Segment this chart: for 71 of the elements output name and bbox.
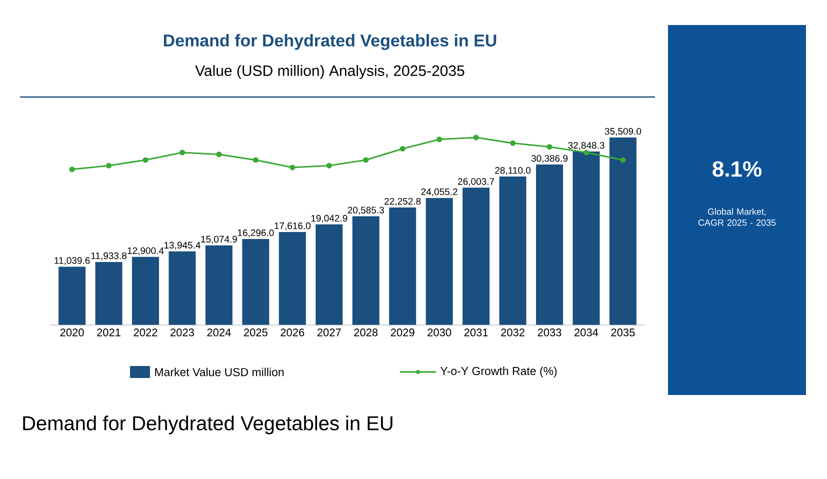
x-tick-label: 2020 [60, 328, 84, 336]
data-label: 12,900.4 [128, 247, 164, 256]
data-label: 22,252.8 [384, 198, 421, 206]
x-tick-label: 2030 [428, 328, 452, 336]
x-tick-label: 2025 [244, 328, 268, 336]
data-label: 13,945.4 [164, 242, 200, 250]
bar [352, 216, 380, 325]
x-tick-label: 2032 [501, 328, 524, 336]
data-label: 16,296.0 [238, 229, 274, 238]
point [142, 157, 148, 163]
bar [95, 262, 122, 325]
bar [389, 207, 416, 325]
point [69, 166, 75, 172]
point [436, 136, 442, 142]
point [290, 164, 296, 170]
x-tick-label: 2028 [354, 328, 378, 336]
text: Global Market, CAGR 2025 - 2035 [698, 208, 776, 226]
data-label: 11,933.8 [91, 252, 127, 260]
bar [536, 164, 564, 325]
point [546, 144, 552, 150]
data-label: 24,055.2 [421, 188, 458, 196]
text: Demand for Dehydrated Vegetables in EU [23, 416, 392, 434]
legend-label: Market Value USD million [155, 368, 284, 376]
chart-title: Demand for Dehydrated Vegetables in EU [164, 34, 496, 50]
bar [205, 245, 232, 325]
bar [132, 256, 160, 325]
point [363, 157, 369, 163]
data-label: 30,386.9 [531, 154, 568, 163]
text: 8.1% [712, 161, 762, 177]
data-label: 15,074.9 [201, 236, 237, 244]
x-tick-label: 2034 [574, 328, 598, 336]
data-label: 11,039.6 [54, 257, 90, 266]
bar [168, 251, 196, 325]
bar [426, 198, 453, 325]
x-tick-label: 2021 [97, 328, 120, 336]
x-tick-label: 2022 [134, 328, 158, 336]
data-label: 19,042.9 [311, 214, 348, 223]
bar [499, 176, 526, 325]
x-tick-label: 2026 [280, 328, 304, 336]
point [216, 152, 222, 158]
data-label: 17,616.0 [274, 222, 311, 230]
point [620, 157, 626, 163]
data-label: 20,585.3 [348, 206, 384, 215]
x-tick-label: 2035 [611, 328, 635, 336]
bar [242, 238, 270, 325]
bar [609, 137, 636, 325]
point [326, 162, 332, 168]
x-tick-label: 2024 [207, 328, 231, 336]
bar [58, 266, 86, 325]
point [400, 146, 406, 152]
legend-label: Y-o-Y Growth Rate (%) [440, 366, 557, 378]
x-tick-label: 2027 [317, 328, 341, 336]
data-label: 26,003.7 [458, 178, 494, 186]
data-label: 32,848.3 [568, 142, 604, 150]
x-tick-label: 2031 [464, 328, 488, 336]
x-tick-label: 2033 [538, 328, 562, 336]
point [179, 150, 186, 156]
point [473, 134, 479, 140]
x-tick-label: 2023 [170, 328, 194, 336]
data-label: 35,509.0 [604, 128, 642, 136]
point [106, 162, 112, 168]
data-label: 28,110.0 [495, 167, 531, 175]
bar [572, 152, 600, 325]
point [252, 157, 258, 163]
chart-subtitle: Value (USD million) Analysis, 2025-2035 [195, 65, 464, 79]
bar [316, 224, 343, 325]
point [583, 150, 590, 156]
bar [278, 232, 306, 325]
point [510, 140, 516, 146]
x-tick-label: 2029 [390, 328, 414, 336]
bar [462, 188, 490, 325]
